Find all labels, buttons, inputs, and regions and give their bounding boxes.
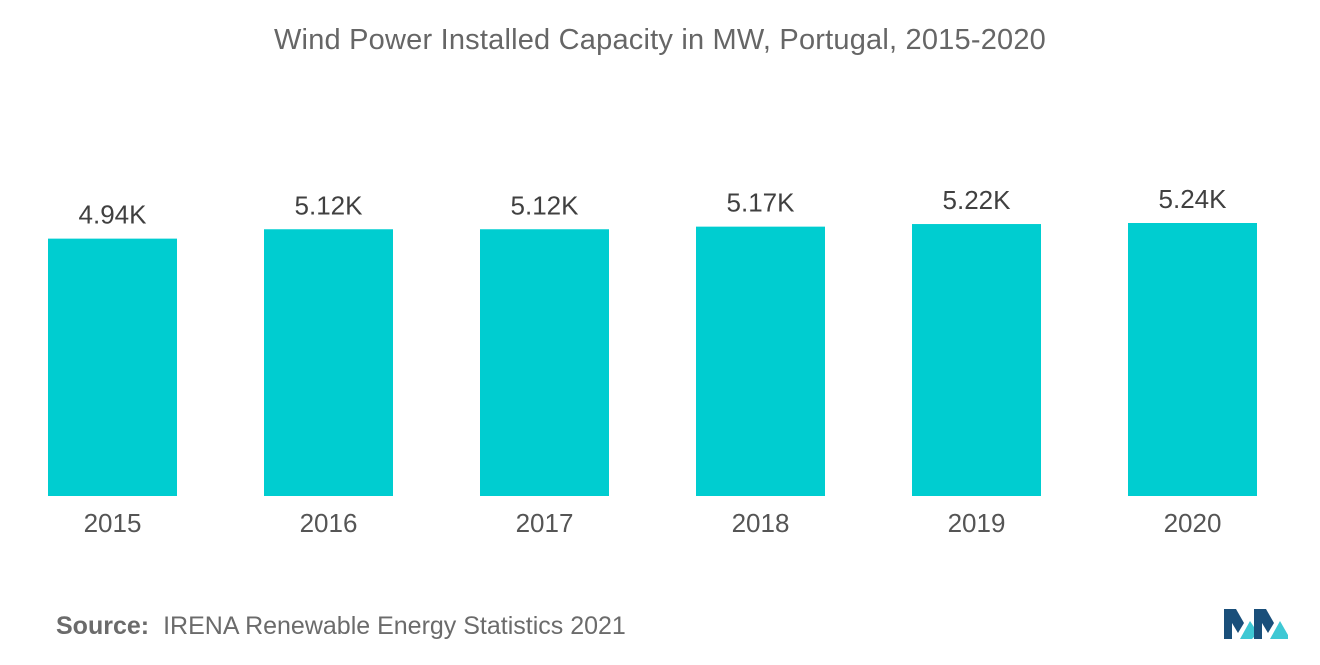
source-text: IRENA Renewable Energy Statistics 2021 bbox=[163, 612, 626, 640]
x-tick-label-2015: 2015 bbox=[84, 508, 142, 538]
bar-2015 bbox=[48, 238, 177, 497]
x-tick-label-2020: 2020 bbox=[1164, 508, 1222, 538]
data-label-2017: 5.12K bbox=[511, 190, 580, 220]
data-label-2016: 5.12K bbox=[295, 190, 364, 220]
x-tick-label-2017: 2017 bbox=[516, 508, 574, 538]
mordor-intelligence-logo-icon bbox=[1224, 609, 1288, 639]
bar-2017 bbox=[480, 229, 609, 497]
bar-2018 bbox=[696, 226, 825, 496]
data-label-2015: 4.94K bbox=[79, 200, 148, 230]
data-label-2019: 5.22K bbox=[943, 185, 1012, 215]
chart-title: Wind Power Installed Capacity in MW, Por… bbox=[273, 24, 1047, 56]
x-tick-label-2016: 2016 bbox=[300, 508, 358, 538]
data-label-2020: 5.24K bbox=[1159, 184, 1228, 214]
x-tick-label-2019: 2019 bbox=[948, 508, 1006, 538]
bar-2020 bbox=[1128, 223, 1257, 496]
bar-2016 bbox=[264, 229, 393, 497]
x-tick-label-2018: 2018 bbox=[732, 508, 790, 538]
source-note: Source: IRENA Renewable Energy Statistics… bbox=[56, 612, 626, 641]
data-label-2018: 5.17K bbox=[727, 188, 796, 218]
bar-chart: 4.94K 2015 5.12K 2016 5.12K 2017 5.17K 2018 5.22… bbox=[48, 184, 1257, 538]
bar-2019 bbox=[912, 224, 1041, 496]
source-label: Source: bbox=[56, 612, 150, 640]
